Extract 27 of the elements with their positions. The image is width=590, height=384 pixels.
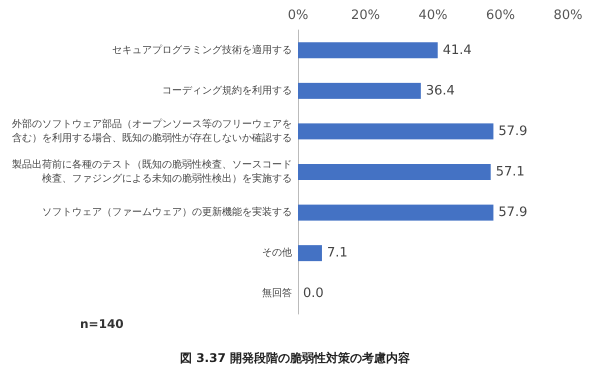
text: 図 3.37 開発段階の脆弱性対策の考慮内容 (180, 351, 410, 365)
bar (298, 204, 494, 221)
y-tick-label: 無回答 (262, 287, 292, 300)
data-label: 57.9 (498, 205, 528, 220)
bar (298, 245, 322, 262)
y-tick-label: ソフトウェア（ファームウェア）の更新機能を実装する (42, 206, 292, 218)
y-tick-label: 製品出荷前に各種のテスト（既知の脆弱性検査、ソースコード検査、ファジングによる未知の脆弱性検出）を実施する (12, 158, 292, 184)
x-tick-label: 20% (351, 8, 380, 23)
y-tick-label: その他 (262, 246, 292, 259)
y-tick-label: セキュアプログラミング技術を適用する (112, 44, 292, 56)
y-tick-label: コーディング規約を利用する (162, 84, 292, 96)
data-label: 57.1 (496, 164, 525, 180)
bar (298, 123, 494, 140)
text: n=140 (80, 317, 124, 331)
x-tick-label: 40% (418, 8, 448, 23)
data-label: 41.4 (442, 42, 472, 58)
data-label: 0.0 (303, 286, 324, 302)
bar (298, 42, 438, 58)
data-label: 57.9 (498, 124, 528, 139)
bar (298, 82, 421, 99)
bar (298, 164, 491, 180)
data-label: 36.4 (426, 83, 455, 98)
x-tick-label: 80% (554, 8, 582, 23)
x-tick-label: 60% (486, 8, 515, 23)
y-tick-label: 外部のソフトウェア部品（オープンソース等のフリーウェアを含む）を利用する場合、既知の脆弱性が存在しないか確認する (12, 118, 292, 144)
x-tick-label: 0% (288, 8, 308, 23)
data-label: 7.1 (326, 246, 348, 261)
